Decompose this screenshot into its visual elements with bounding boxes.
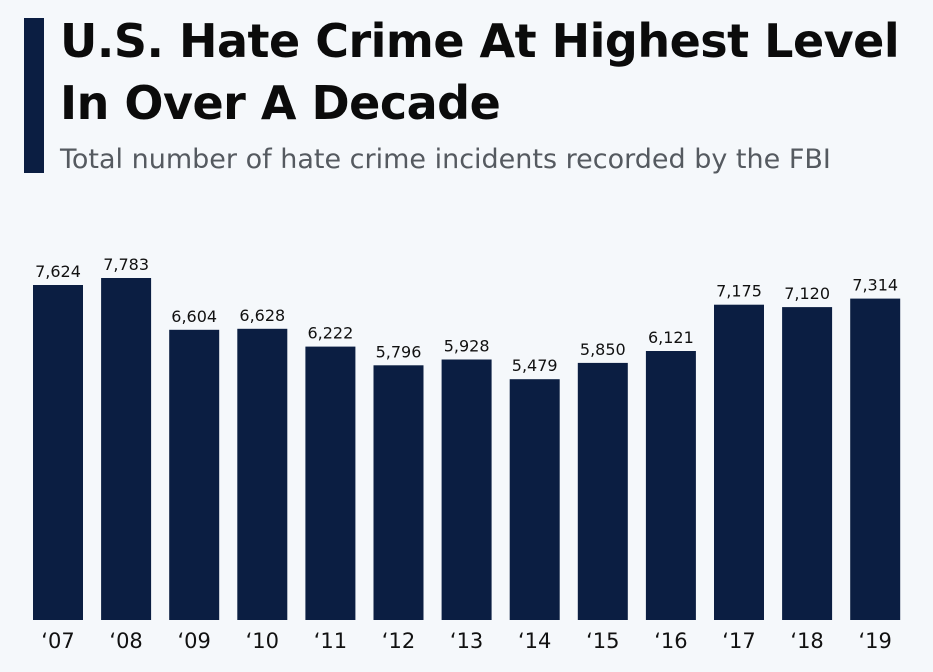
bars-group [33, 278, 901, 620]
bar-value-label: 5,796 [376, 342, 422, 361]
bar-value-label: 6,628 [239, 306, 285, 325]
bar-value-label: 5,850 [580, 340, 626, 359]
x-tick-label: ‘13 [450, 629, 483, 653]
x-tick-label: ‘11 [314, 629, 347, 653]
x-tick-label: ‘10 [246, 629, 279, 653]
x-tick-label: ‘08 [109, 629, 142, 653]
bar [850, 298, 901, 620]
x-tick-label: ‘07 [41, 629, 74, 653]
bar [169, 329, 220, 620]
bar [441, 359, 492, 620]
x-tick-label: ‘15 [586, 629, 619, 653]
bar [577, 362, 628, 620]
bar [645, 351, 696, 620]
bar [101, 278, 152, 620]
title-accent-bar [24, 18, 44, 173]
x-tick-label: ‘14 [518, 629, 551, 653]
x-tick-label: ‘18 [790, 629, 823, 653]
bar [782, 307, 833, 620]
value-labels-group: 7,624 7,783 6,604 6,628 6,222 5,796 5,928 5,479… [35, 255, 898, 375]
bar-value-label: 7,314 [852, 276, 898, 295]
bar-value-label: 5,928 [444, 337, 490, 356]
x-tick-label: ‘09 [177, 629, 210, 653]
bar-value-label: 7,120 [784, 284, 830, 303]
bar [714, 304, 764, 620]
x-tick-label: ‘17 [722, 629, 755, 653]
x-axis-tick-labels: ‘07 ‘08 ‘09 ‘10 ‘11 ‘12 ‘13 ‘14 ‘15 ‘16 ‘17 ‘18 ‘19 [41, 629, 892, 653]
x-tick-label: ‘19 [858, 629, 891, 653]
chart-title: U.S. Hate Crime At Highest Level In Over… [60, 14, 900, 130]
chart-subtitle: Total number of hate crime incidents rec… [60, 144, 831, 175]
bar-value-label: 7,783 [103, 255, 149, 274]
bar [373, 365, 424, 620]
bar-value-label: 6,604 [171, 307, 217, 326]
bar-value-label: 6,121 [648, 328, 694, 347]
bar-value-label: 5,479 [512, 356, 558, 375]
bar-value-label: 7,624 [35, 262, 81, 281]
bar [33, 285, 83, 620]
bar-value-label: 7,175 [716, 282, 762, 301]
x-tick-label: ‘16 [654, 629, 687, 653]
x-tick-label: ‘12 [382, 629, 415, 653]
bar [237, 328, 288, 620]
bar-value-label: 6,222 [307, 324, 353, 343]
bar [305, 346, 356, 620]
bar [509, 379, 560, 620]
